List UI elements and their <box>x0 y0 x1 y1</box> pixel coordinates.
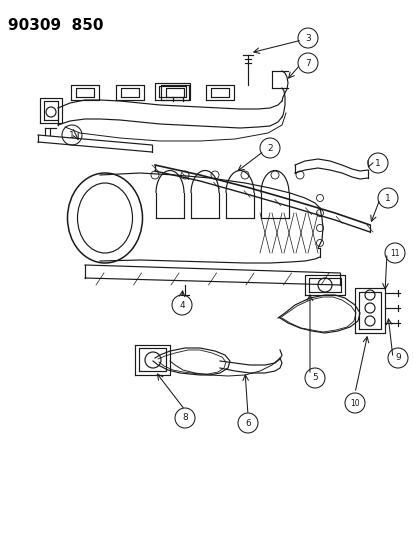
Text: 6: 6 <box>244 418 250 427</box>
Text: 1: 1 <box>69 131 75 140</box>
Text: 90309  850: 90309 850 <box>8 18 103 33</box>
Text: 9: 9 <box>394 353 400 362</box>
Text: 11: 11 <box>389 248 399 257</box>
Text: 4: 4 <box>179 301 184 310</box>
Text: 3: 3 <box>304 34 310 43</box>
Text: 5: 5 <box>311 374 317 383</box>
Text: 10: 10 <box>349 399 359 408</box>
Text: 8: 8 <box>182 414 188 423</box>
Text: 7: 7 <box>304 59 310 68</box>
Text: 2: 2 <box>266 143 272 152</box>
Text: 1: 1 <box>374 158 380 167</box>
Text: 1: 1 <box>384 193 390 203</box>
